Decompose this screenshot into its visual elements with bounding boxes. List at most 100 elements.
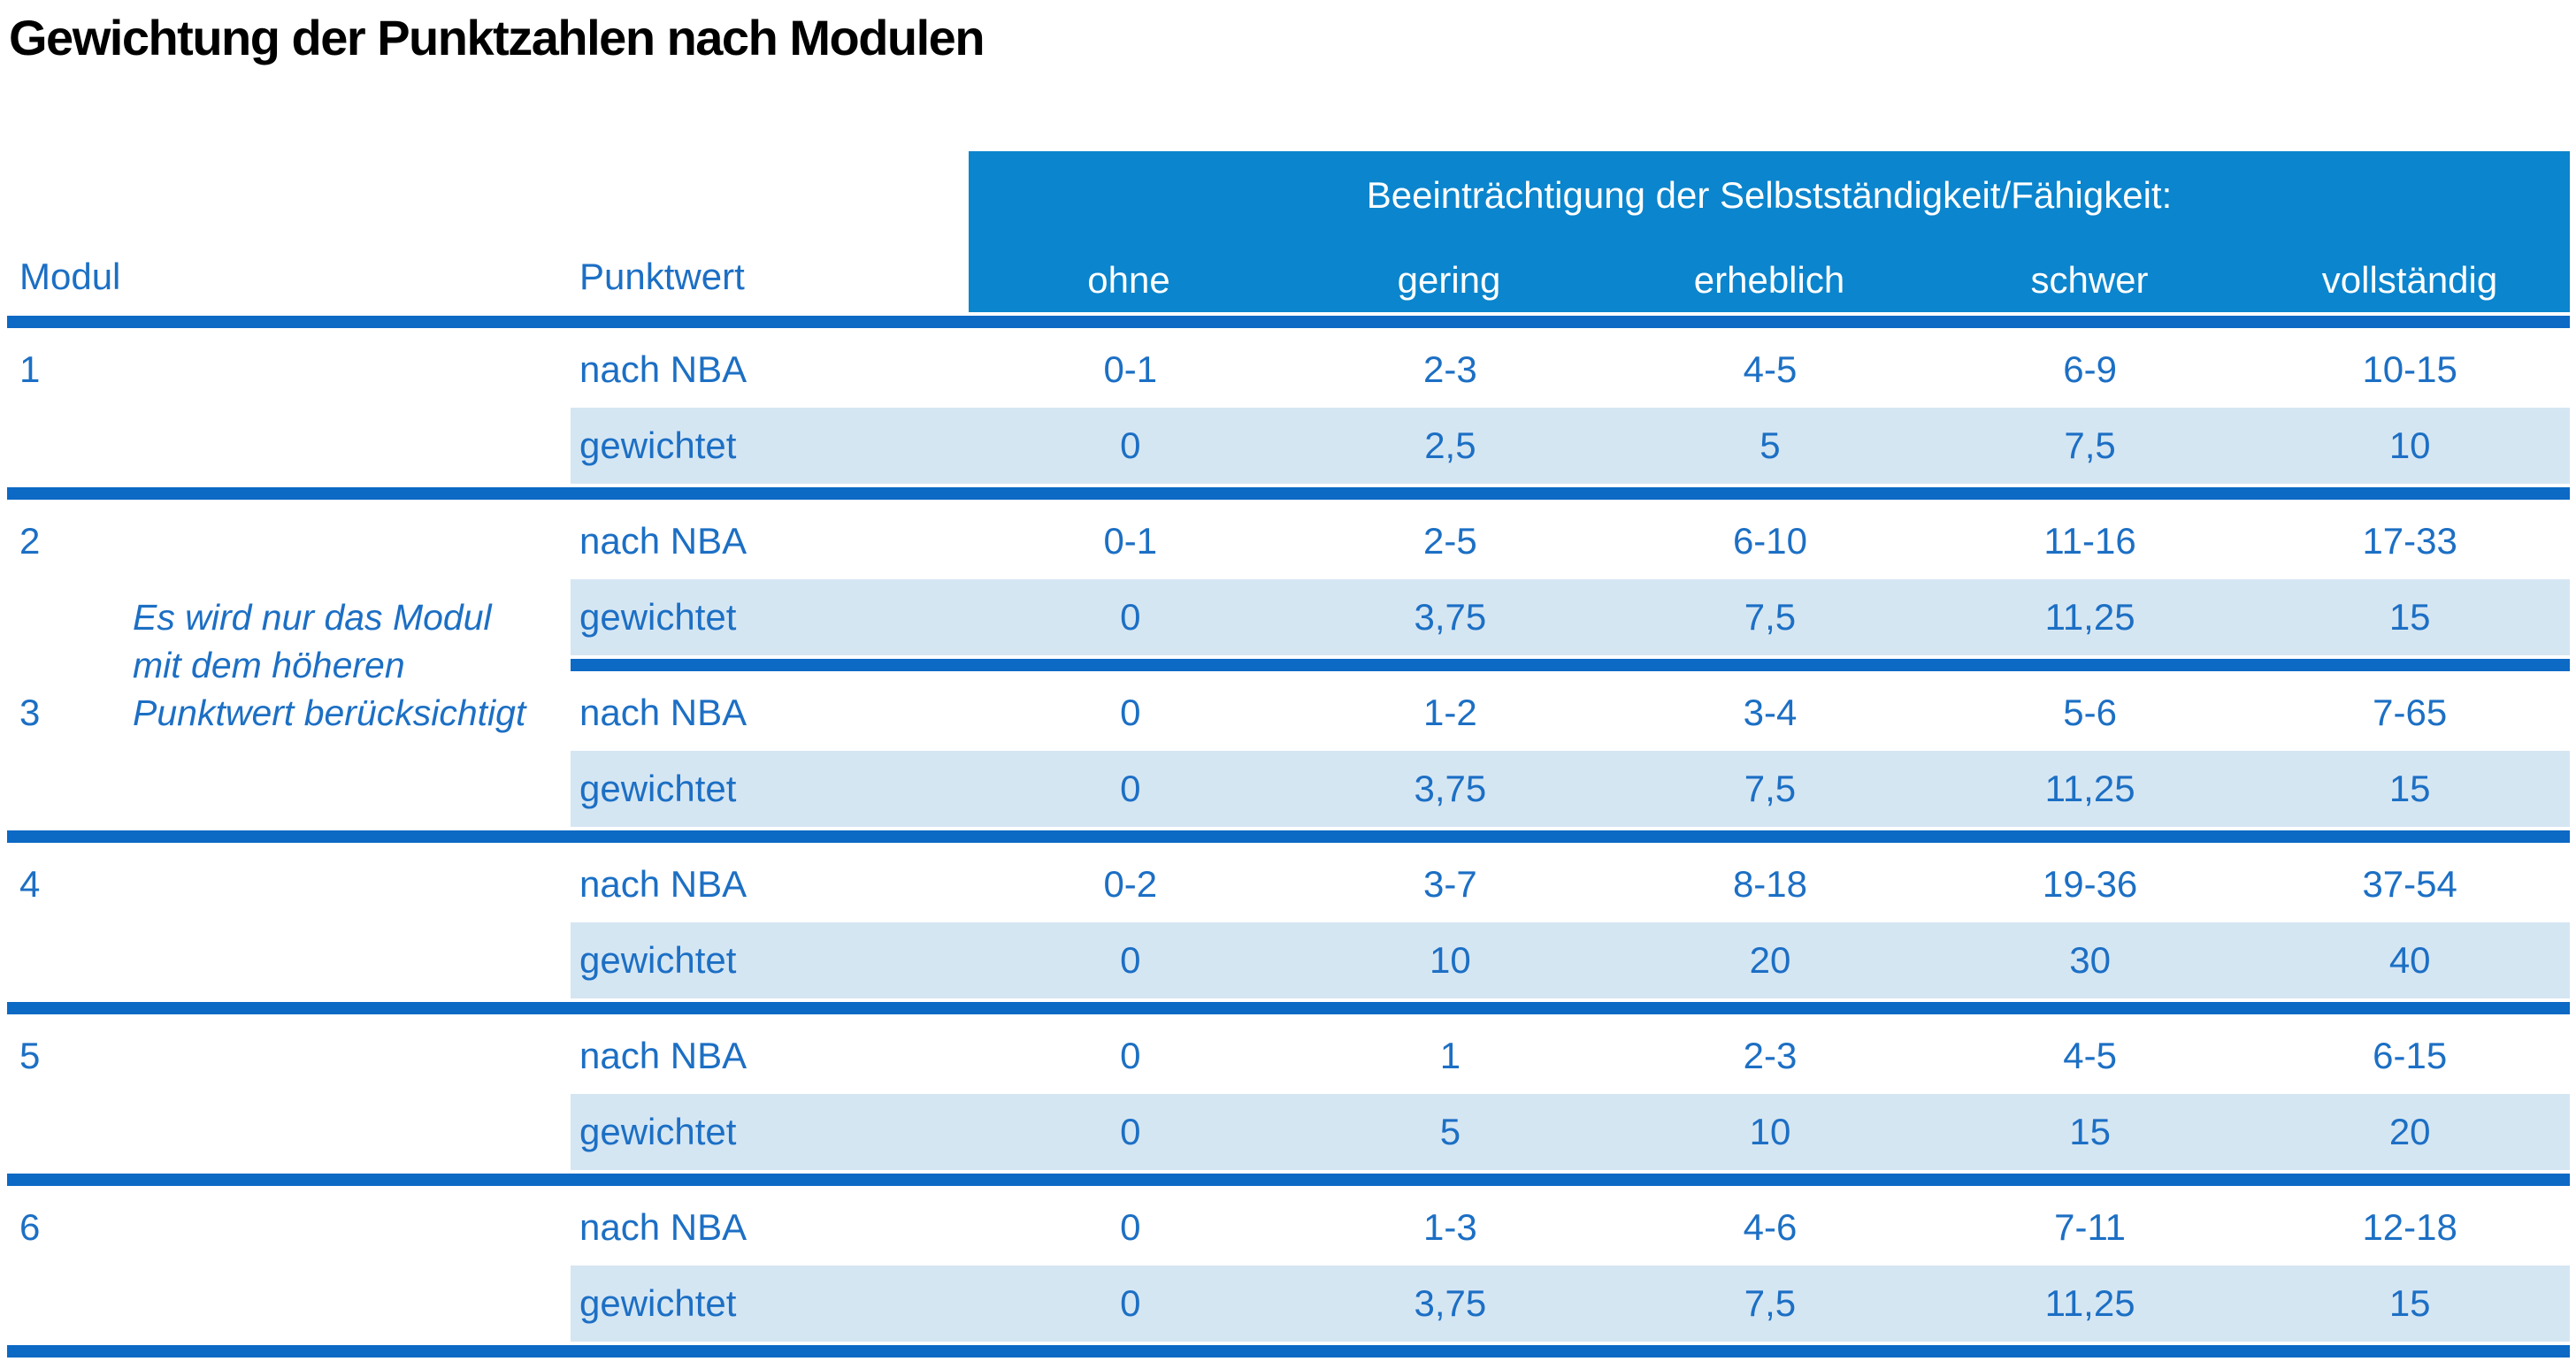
modul-column-header: Modul xyxy=(19,256,121,297)
points-cell: 3-7 xyxy=(1423,863,1477,905)
module-separator xyxy=(7,1002,2570,1014)
points-cell: 2-5 xyxy=(1423,520,1477,562)
row-gewichtet: gewichtet 0 2,5 5 7,5 10 xyxy=(7,408,2570,484)
impairment-group-header: Beeinträchtigung der Selbstständigkeit/F… xyxy=(969,151,2570,312)
module-block: 6 nach NBA 0 1-3 4-6 7-11 12-18 gewichte… xyxy=(7,1189,2570,1358)
level-header-schwer: schwer xyxy=(2030,259,2149,301)
row-gewichtet: gewichtet 0 3,75 7,5 11,25 15 xyxy=(7,1266,2570,1342)
points-cell: 8-18 xyxy=(1732,863,1808,905)
points-cell: 37-54 xyxy=(2362,863,2457,905)
row-label-gewichtet: gewichtet xyxy=(571,1266,970,1342)
points-cell: 0 xyxy=(1120,1206,1141,1248)
points-cell: 7-65 xyxy=(2373,692,2448,733)
points-cell: 6-15 xyxy=(2373,1035,2448,1076)
modules: Es wird nur das Modul mit dem höheren Pu… xyxy=(7,332,2570,1358)
points-cell: 0 xyxy=(970,408,1291,484)
level-header-erheblich: erheblich xyxy=(1693,259,1845,301)
points-cell: 10 xyxy=(1290,922,1611,998)
header-divider xyxy=(7,316,2570,328)
module-number: 3 xyxy=(19,692,41,733)
points-cell: 7,5 xyxy=(1610,751,1930,827)
row-label-gewichtet: gewichtet xyxy=(571,922,970,998)
points-cell: 11,25 xyxy=(1929,579,2250,655)
points-cell: 0 xyxy=(970,1266,1291,1342)
module-note-line: Punktwert berücksichtigt xyxy=(133,692,526,733)
points-cell: 0-1 xyxy=(1103,348,1158,390)
row-nach-nba: 3 nach NBA 0 1-2 3-4 5-6 7-65 xyxy=(7,675,2570,751)
points-cell: 15 xyxy=(2250,751,2570,827)
row-nach-nba: 2 nach NBA 0-1 2-5 6-10 11-16 17-33 xyxy=(7,503,2570,579)
points-cell: 2,5 xyxy=(1290,408,1611,484)
row-gewichtet: gewichtet 0 3,75 7,5 11,25 15 xyxy=(7,751,2570,827)
module-note: Es wird nur das Modul mit dem höheren Pu… xyxy=(133,593,525,737)
module-separator xyxy=(7,1174,2570,1186)
points-cell: 30 xyxy=(1929,922,2250,998)
points-cell: 2-3 xyxy=(1743,1035,1798,1076)
points-cell: 0-2 xyxy=(1103,863,1158,905)
points-cell: 6-9 xyxy=(2063,348,2117,390)
page-title: Gewichtung der Punktzahlen nach Modulen xyxy=(9,10,985,65)
row-label-gewichtet: gewichtet xyxy=(571,1094,970,1170)
table-header: Modul Punktwert Beeinträchtigung der Sel… xyxy=(7,151,2570,312)
row-label-nach-nba: nach NBA xyxy=(579,520,748,562)
module-number: 6 xyxy=(19,1206,41,1248)
points-cell: 0 xyxy=(1120,1035,1141,1076)
points-cell: 15 xyxy=(1929,1094,2250,1170)
module-number: 2 xyxy=(19,520,41,562)
points-cell: 0-1 xyxy=(1103,520,1158,562)
points-cell: 5 xyxy=(1290,1094,1611,1170)
points-cell: 1 xyxy=(1439,1035,1461,1076)
level-header-vollstaendig: vollständig xyxy=(2321,259,2498,301)
points-cell: 12-18 xyxy=(2362,1206,2457,1248)
module-note-line: mit dem höheren xyxy=(133,645,405,685)
points-cell: 3,75 xyxy=(1290,579,1611,655)
row-label-nach-nba: nach NBA xyxy=(579,692,748,733)
row-label-nach-nba: nach NBA xyxy=(579,1035,748,1076)
row-label-nach-nba: nach NBA xyxy=(579,863,748,905)
weighting-table: Modul Punktwert Beeinträchtigung der Sel… xyxy=(7,151,2570,1358)
points-cell: 20 xyxy=(2250,1094,2570,1170)
module-separator xyxy=(7,830,2570,843)
points-cell: 7,5 xyxy=(1929,408,2250,484)
module-number: 4 xyxy=(19,863,41,905)
points-cell: 7,5 xyxy=(1610,579,1930,655)
points-cell: 0 xyxy=(1120,692,1141,733)
points-cell: 7,5 xyxy=(1610,1266,1930,1342)
module-number: 1 xyxy=(19,348,41,390)
points-cell: 0 xyxy=(970,751,1291,827)
row-label-gewichtet: gewichtet xyxy=(571,408,970,484)
points-cell: 11-16 xyxy=(2043,520,2136,562)
points-cell: 4-6 xyxy=(1743,1206,1798,1248)
points-cell: 2-3 xyxy=(1423,348,1477,390)
points-cell: 10 xyxy=(2250,408,2570,484)
punktwert-column-header: Punktwert xyxy=(579,256,745,297)
points-cell: 1-2 xyxy=(1423,692,1477,733)
points-cell: 10-15 xyxy=(2362,348,2457,390)
level-header-ohne: ohne xyxy=(1087,259,1170,301)
row-label-nach-nba: nach NBA xyxy=(579,1206,748,1248)
points-cell: 5 xyxy=(1610,408,1930,484)
row-label-gewichtet: gewichtet xyxy=(571,579,970,655)
row-label-nach-nba: nach NBA xyxy=(579,348,748,390)
points-cell: 40 xyxy=(2250,922,2570,998)
row-nach-nba: 5 nach NBA 0 1 2-3 4-5 6-15 xyxy=(7,1018,2570,1094)
points-cell: 15 xyxy=(2250,1266,2570,1342)
points-cell: 3-4 xyxy=(1743,692,1798,733)
points-cell: 17-33 xyxy=(2362,520,2457,562)
points-cell: 0 xyxy=(970,1094,1291,1170)
level-header-gering: gering xyxy=(1397,259,1501,301)
points-cell: 15 xyxy=(2250,579,2570,655)
module-separator xyxy=(7,487,2570,500)
module-note-line: Es wird nur das Modul xyxy=(133,597,492,638)
row-gewichtet: gewichtet 0 5 10 15 20 xyxy=(7,1094,2570,1170)
points-cell: 1-3 xyxy=(1423,1206,1477,1248)
points-cell: 10 xyxy=(1610,1094,1930,1170)
module-block: 1 nach NBA 0-1 2-3 4-5 6-9 10-15 gewicht… xyxy=(7,332,2570,500)
points-cell: 3,75 xyxy=(1290,751,1611,827)
points-cell: 11,25 xyxy=(1929,751,2250,827)
row-label-gewichtet: gewichtet xyxy=(571,751,970,827)
points-cell: 5-6 xyxy=(2063,692,2117,733)
points-cell: 19-36 xyxy=(2042,863,2138,905)
points-cell: 7-11 xyxy=(2054,1206,2127,1248)
row-nach-nba: 1 nach NBA 0-1 2-3 4-5 6-9 10-15 xyxy=(7,332,2570,408)
